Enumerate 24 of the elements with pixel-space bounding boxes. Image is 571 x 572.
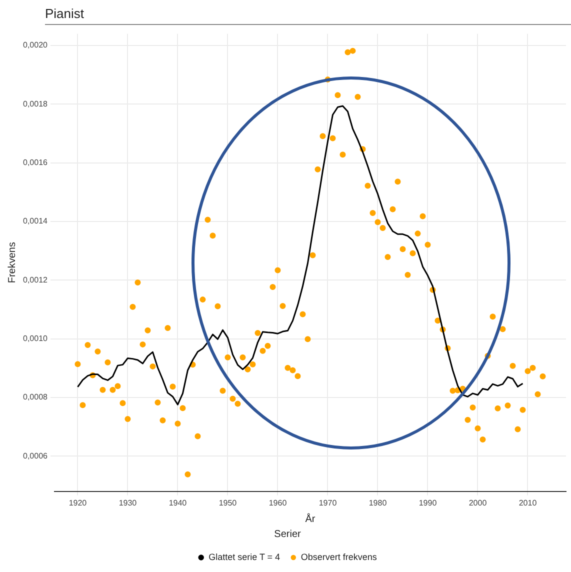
legend-title: Serier — [274, 528, 302, 540]
x-tick-label: 1950 — [218, 498, 238, 508]
y-tick-label: 0,0016 — [23, 158, 48, 168]
x-tick-label: 1920 — [68, 498, 88, 508]
y-tick-label: 0,0006 — [23, 451, 48, 460]
legend-label: Glattet serie T = 4 — [208, 552, 280, 562]
x-tick-label: 1990 — [418, 498, 438, 508]
y-tick-label: 0,0008 — [23, 392, 48, 402]
y-axis-title: Frekvens — [6, 242, 18, 284]
x-tick-label: 2010 — [518, 498, 538, 508]
y-tick-label: 0,0012 — [23, 275, 48, 284]
y-tick-label: 0,0020 — [23, 40, 48, 50]
x-tick-label: 1930 — [118, 498, 138, 508]
x-tick-label: 1960 — [268, 498, 288, 508]
chart-title: Pianist — [45, 6, 571, 25]
x-axis-title: År — [305, 512, 316, 525]
x-tick-label: 1970 — [318, 498, 338, 508]
x-tick-label: 1980 — [368, 498, 388, 508]
y-tick-label: 0,0018 — [23, 99, 48, 108]
y-tick-label: 0,0010 — [23, 334, 48, 344]
y-tick-label: 0,0014 — [23, 216, 48, 226]
x-tick-label: 2000 — [468, 498, 488, 508]
legend-label: Observert frekvens — [300, 552, 378, 562]
x-tick-label: 1940 — [168, 498, 188, 508]
